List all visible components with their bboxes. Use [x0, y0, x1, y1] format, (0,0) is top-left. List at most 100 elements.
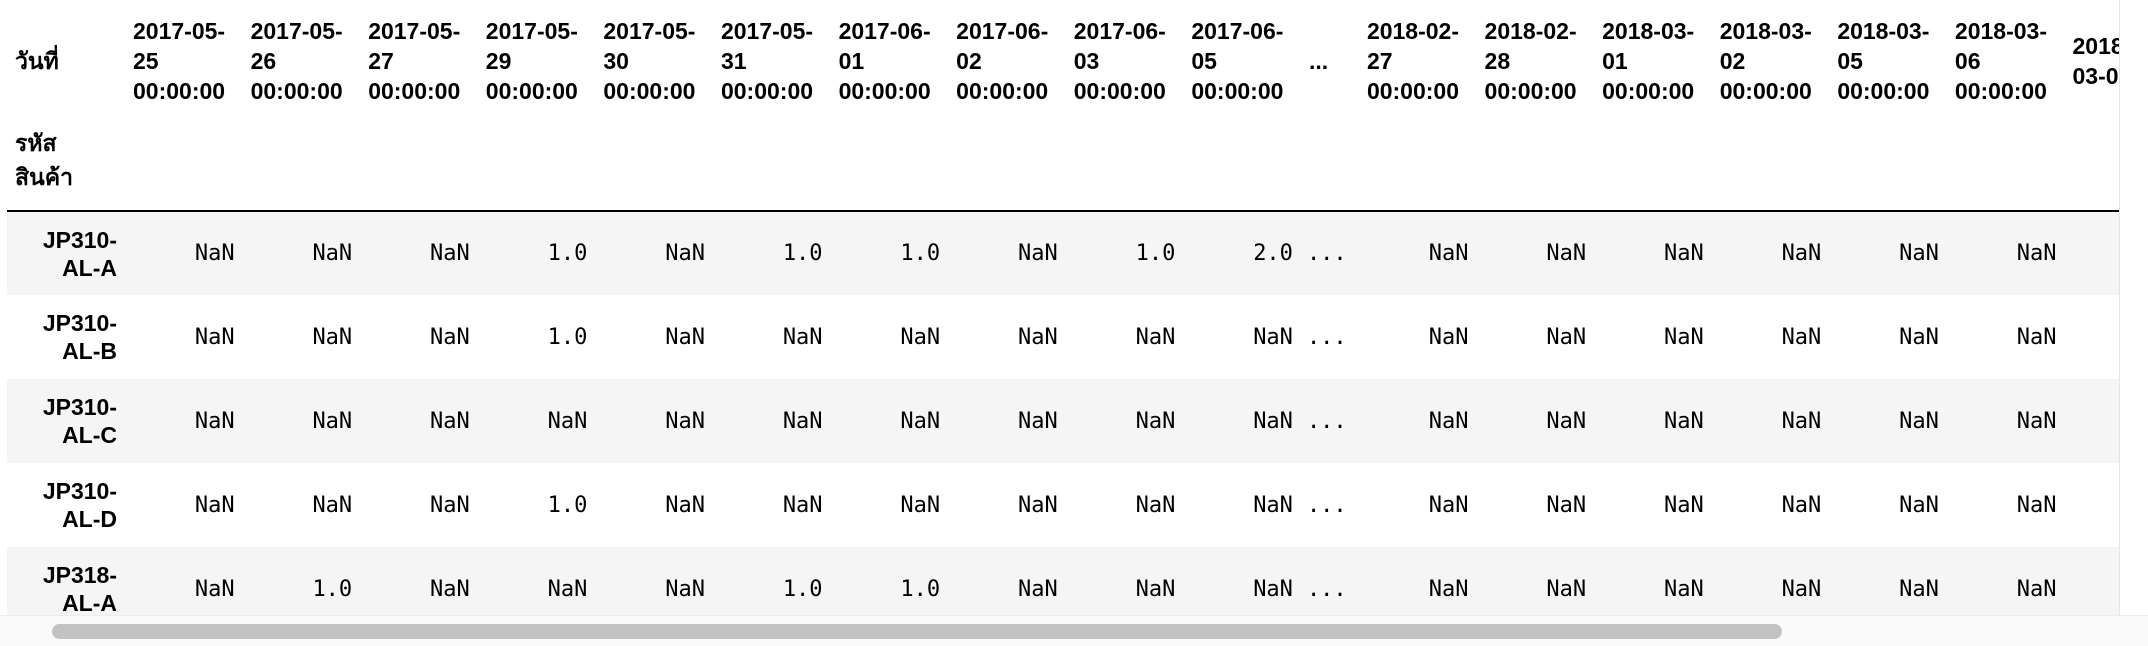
index-header-spacer: [478, 122, 596, 211]
index-header-spacer: [595, 122, 713, 211]
table-cell: NaN: [1428, 324, 1469, 350]
column-header: 2018-03-02 00:00:00: [1719, 18, 1812, 104]
table-cell: NaN: [782, 492, 823, 518]
table-cell: NaN: [1253, 324, 1293, 350]
table-cell: NaN: [430, 408, 470, 434]
table-cell: NaN: [1899, 241, 1939, 266]
table-cell: NaN: [665, 241, 705, 266]
table-cell: NaN: [2016, 241, 2057, 266]
table-cell: 1.0: [312, 576, 353, 602]
index-header-spacer: [1477, 122, 1595, 211]
table-cell: NaN: [1018, 576, 1058, 602]
row-index-label: JP310-AL-A: [42, 226, 117, 281]
table-cell: NaN: [2016, 324, 2057, 350]
table-cell: NaN: [547, 576, 588, 602]
table-cell: NaN: [1428, 408, 1469, 434]
index-header-row: รหัส สินค้า: [7, 122, 2120, 211]
table-cell: NaN: [1253, 492, 1293, 518]
table-cell: NaN: [1135, 576, 1176, 602]
table-body: JP310-AL-A NaN NaN NaN 1.0 NaN 1.0 1.0 NaN 1.0 2.0…: [7, 211, 2120, 615]
table-cell: NaN: [900, 492, 941, 518]
table-cell: NaN: [1253, 576, 1293, 602]
horizontal-scrollbar[interactable]: [0, 615, 2148, 646]
horizontal-scroll-thumb[interactable]: [52, 624, 1782, 639]
ellipsis-cell: ...: [1306, 324, 1347, 350]
table-cell: NaN: [665, 324, 705, 350]
table-cell: NaN: [1546, 324, 1587, 350]
ellipsis-cell: ...: [1306, 241, 1347, 266]
ellipsis-cell: ...: [1306, 492, 1347, 518]
table-cell: NaN: [2016, 408, 2057, 434]
column-header: 2018-03-01 00:00:00: [1602, 18, 1695, 104]
index-header-spacer: [1301, 122, 1359, 211]
table-cell: NaN: [1546, 241, 1587, 266]
ellipsis-cell: ...: [1306, 576, 1347, 602]
column-header: 2017-05-31 00:00:00: [720, 18, 814, 104]
table-cell: 1.0: [1135, 241, 1176, 266]
column-header-ellipsis: ...: [1308, 48, 1329, 74]
index-header-spacer: [1594, 122, 1712, 211]
table-cell: NaN: [430, 576, 470, 602]
table-cell: NaN: [1663, 241, 1704, 266]
table-row: JP310-AL-B NaN NaN NaN 1.0 NaN NaN NaN NaN NaN NaN…: [7, 295, 2120, 379]
column-header: 2017-06-01 00:00:00: [838, 18, 931, 104]
table-cell: NaN: [1899, 408, 1939, 434]
table-cell: NaN: [1781, 576, 1822, 602]
table-cell: 2.0: [1253, 241, 1293, 266]
index-header-spacer: [360, 122, 478, 211]
dataframe-table: วันที่ 2017-05-25 00:00:00 2017-05-26 00:…: [7, 0, 2120, 615]
table-cell: NaN: [1428, 576, 1469, 602]
ellipsis-cell: ...: [1306, 408, 1347, 434]
table-cell: NaN: [1018, 241, 1058, 266]
table-cell: NaN: [1663, 492, 1704, 518]
table-row: JP310-AL-C NaN NaN NaN NaN NaN NaN NaN NaN NaN NaN…: [7, 379, 2120, 463]
table-cell: NaN: [900, 324, 941, 350]
index-header-spacer: [1947, 122, 2065, 211]
table-cell: NaN: [2016, 492, 2057, 518]
column-header: 2017-05-27 00:00:00: [368, 18, 461, 104]
table-cell: NaN: [1546, 408, 1587, 434]
columns-name-label: วันที่: [15, 48, 59, 74]
table-cell: NaN: [1899, 324, 1939, 350]
table-row: JP318-AL-A NaN 1.0 NaN NaN NaN 1.0 1.0 NaN NaN NaN…: [7, 547, 2120, 615]
table-cell: NaN: [1018, 492, 1058, 518]
column-header: 2017-06-05 00:00:00: [1191, 18, 1284, 104]
column-header: 2017-05-29 00:00:00: [485, 18, 578, 104]
table-row: JP310-AL-A NaN NaN NaN 1.0 NaN 1.0 1.0 NaN 1.0 2.0…: [7, 211, 2120, 295]
table-cell: NaN: [194, 324, 235, 350]
index-header-spacer: [948, 122, 1066, 211]
table-cell: NaN: [782, 408, 823, 434]
table-viewport: วันที่ 2017-05-25 00:00:00 2017-05-26 00:…: [7, 0, 2120, 615]
table-cell: NaN: [430, 492, 470, 518]
table-cell: 1.0: [547, 324, 588, 350]
table-cell: NaN: [1018, 324, 1058, 350]
index-header-spacer: [1183, 122, 1301, 211]
table-row: JP310-AL-D NaN NaN NaN 1.0 NaN NaN NaN NaN NaN NaN…: [7, 463, 2120, 547]
table-cell: NaN: [1899, 492, 1939, 518]
table-cell: NaN: [782, 324, 823, 350]
index-header-spacer: [2065, 122, 2121, 211]
table-cell-clipped: [2065, 379, 2121, 463]
table-cell-clipped: [2065, 463, 2121, 547]
table-cell: NaN: [1781, 492, 1822, 518]
table-cell: NaN: [312, 241, 353, 266]
row-index-label: JP310-AL-D: [42, 478, 117, 532]
index-header-spacer: [1359, 122, 1477, 211]
table-cell: NaN: [2016, 576, 2057, 602]
table-cell: NaN: [194, 241, 235, 266]
table-cell: NaN: [1899, 576, 1939, 602]
table-cell-clipped: [2065, 547, 2121, 615]
table-cell: NaN: [1663, 576, 1704, 602]
row-index-label: JP318-AL-A: [42, 562, 117, 615]
table-cell: NaN: [665, 408, 705, 434]
column-header: 2017-05-25 00:00:00: [133, 18, 226, 104]
vertical-scroll-track: [2119, 0, 2148, 615]
table-cell: NaN: [665, 492, 705, 518]
table-cell: 1.0: [547, 241, 588, 266]
table-cell: NaN: [312, 324, 353, 350]
table-cell: NaN: [665, 576, 705, 602]
row-index-label: JP310-AL-B: [42, 310, 117, 364]
index-header-spacer: [713, 122, 831, 211]
table-cell: 1.0: [900, 241, 941, 266]
